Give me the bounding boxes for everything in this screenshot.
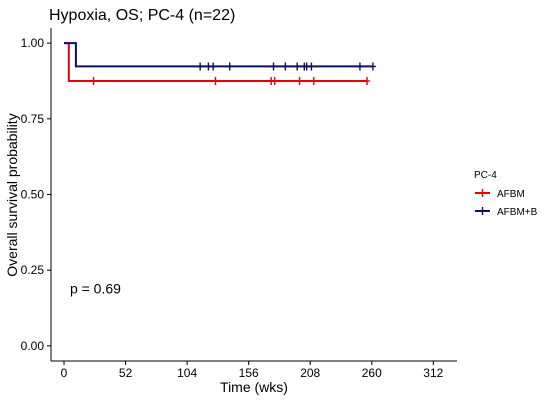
x-tick-label: 104 — [177, 366, 197, 380]
x-tick-label: 312 — [423, 366, 443, 380]
p-value-annotation: p = 0.69 — [70, 280, 121, 296]
series-afbm-b — [64, 42, 376, 71]
y-axis-label: Overall survival probability — [4, 113, 20, 276]
censor-mark — [271, 76, 278, 85]
survival-curve — [64, 42, 373, 68]
chart-title: Hypoxia, OS; PC-4 (n=22) — [49, 7, 235, 24]
y-tick-label: 0.25 — [21, 263, 45, 277]
legend-entry: AFBM+B — [475, 207, 538, 218]
censor-mark — [294, 62, 301, 71]
y-tick-label: 0.50 — [21, 188, 45, 202]
censor-mark — [226, 62, 233, 71]
x-axis-label: Time (wks) — [220, 379, 288, 395]
y-ticks: 0.00 0.25 0.50 0.75 1.00 — [21, 36, 51, 353]
legend-label: AFBM+B — [497, 207, 538, 218]
legend-label: AFBM — [497, 189, 525, 200]
censor-mark — [210, 62, 217, 71]
censor-mark — [212, 76, 219, 85]
censor-mark — [282, 62, 289, 71]
series-layer — [64, 42, 376, 85]
censor-mark — [369, 62, 376, 71]
censor-mark — [296, 76, 303, 85]
x-tick-label: 156 — [239, 366, 259, 380]
x-tick-label: 208 — [300, 366, 320, 380]
censor-mark — [364, 76, 371, 85]
legend-title: PC-4 — [474, 170, 497, 181]
censor-mark — [197, 62, 204, 71]
plot-area: 0.00 0.25 0.50 0.75 1.00 0 52 104 156 208 260 312 — [21, 28, 457, 380]
y-tick-label: 1.00 — [21, 36, 45, 50]
censor-mark — [356, 62, 363, 71]
x-ticks: 0 52 104 156 208 260 312 — [61, 361, 444, 380]
survival-curve — [64, 42, 367, 82]
legend-entries: AFBM AFBM+B — [475, 189, 538, 218]
x-tick-label: 52 — [119, 366, 133, 380]
legend-entry: AFBM — [475, 189, 525, 200]
x-tick-label: 0 — [61, 366, 68, 380]
legend: PC-4 AFBM AFBM+B — [474, 170, 538, 218]
censor-mark — [270, 62, 277, 71]
censor-mark — [90, 76, 97, 85]
y-tick-label: 0.75 — [21, 112, 45, 126]
x-tick-label: 260 — [362, 366, 382, 380]
censor-mark — [310, 76, 317, 85]
y-tick-label: 0.00 — [21, 339, 45, 353]
series-afbm — [64, 42, 371, 85]
censor-mark — [308, 62, 315, 71]
